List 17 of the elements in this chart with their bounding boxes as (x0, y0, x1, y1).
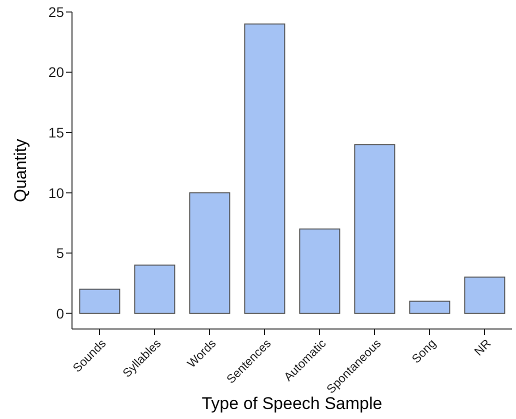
x-tick-label: NR (472, 336, 494, 358)
bar (189, 192, 230, 314)
bar (244, 24, 286, 314)
bar (354, 144, 396, 314)
bar (409, 300, 450, 314)
y-tick-label: 10 (48, 184, 64, 201)
bar (134, 264, 176, 314)
bar (464, 276, 506, 314)
y-tick-label: 25 (48, 4, 64, 20)
bar (79, 288, 120, 314)
bar (299, 228, 340, 314)
y-tick-label: 20 (48, 64, 64, 80)
y-tick-label: 15 (48, 124, 64, 140)
x-axis-title: Type of Speech Sample (202, 394, 382, 413)
y-axis-title: Quantity (11, 138, 30, 202)
y-tick-label: 0 (56, 305, 64, 322)
y-tick-label: 5 (56, 245, 64, 262)
